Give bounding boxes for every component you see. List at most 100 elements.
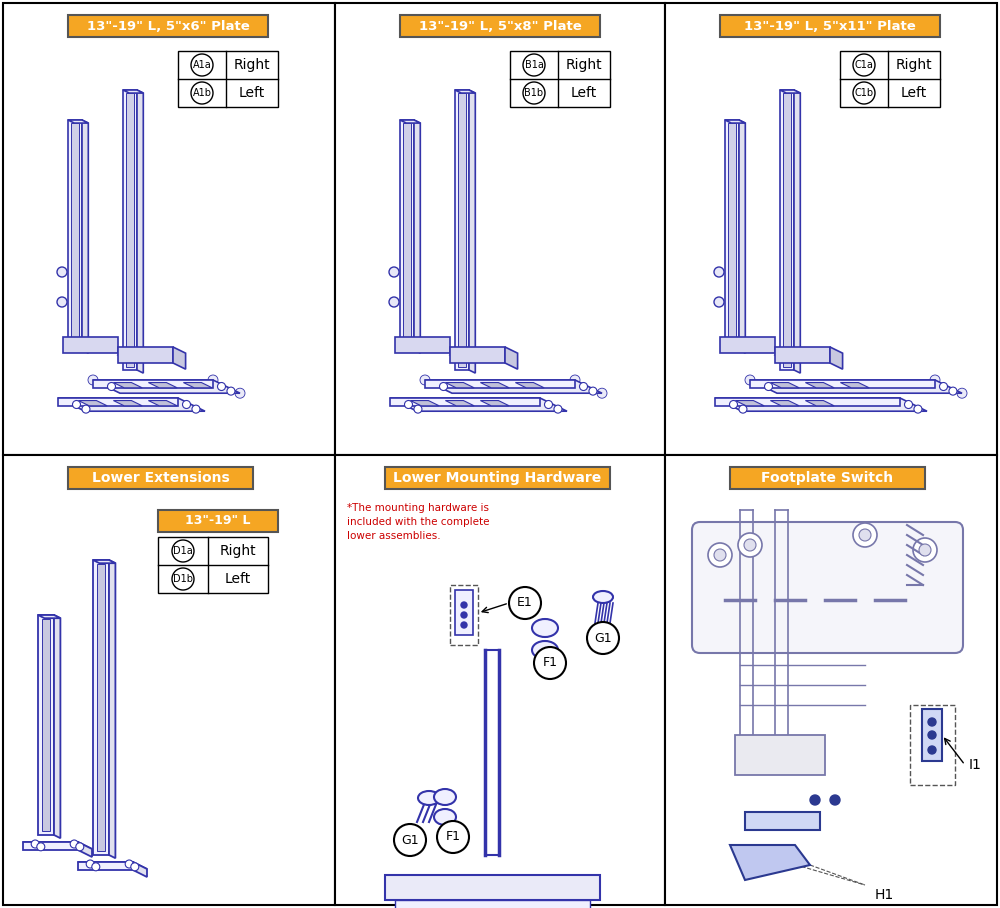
Polygon shape	[109, 560, 115, 858]
Circle shape	[404, 400, 413, 409]
Circle shape	[389, 297, 399, 307]
Circle shape	[810, 795, 820, 805]
Polygon shape	[720, 337, 775, 353]
Circle shape	[182, 400, 190, 409]
Polygon shape	[93, 380, 240, 393]
Polygon shape	[123, 90, 137, 370]
Circle shape	[82, 405, 90, 413]
Text: Left: Left	[239, 86, 265, 100]
Circle shape	[192, 405, 200, 413]
Text: G1: G1	[594, 631, 612, 645]
Circle shape	[57, 297, 67, 307]
Circle shape	[191, 54, 213, 76]
Bar	[450, 585, 478, 645]
Circle shape	[37, 843, 45, 851]
Circle shape	[191, 82, 213, 104]
Circle shape	[913, 538, 937, 562]
Bar	[3, 3, 335, 455]
Circle shape	[708, 543, 732, 567]
Polygon shape	[78, 862, 147, 869]
Polygon shape	[794, 90, 800, 373]
Polygon shape	[68, 120, 82, 350]
Text: Footplate Switch: Footplate Switch	[761, 471, 894, 485]
Text: Left: Left	[225, 572, 251, 586]
Polygon shape	[400, 120, 414, 350]
Circle shape	[919, 544, 931, 556]
Circle shape	[544, 400, 552, 409]
Polygon shape	[58, 398, 205, 411]
Circle shape	[714, 297, 724, 307]
Text: G1: G1	[401, 834, 419, 846]
Polygon shape	[425, 380, 602, 393]
Circle shape	[587, 622, 619, 654]
FancyBboxPatch shape	[692, 522, 963, 653]
Bar	[510, 51, 610, 107]
Polygon shape	[113, 400, 142, 406]
Circle shape	[92, 863, 100, 871]
Ellipse shape	[532, 641, 558, 659]
Polygon shape	[63, 337, 118, 353]
Circle shape	[830, 795, 840, 805]
Circle shape	[859, 529, 871, 541]
Circle shape	[461, 612, 467, 618]
FancyBboxPatch shape	[922, 709, 942, 761]
Polygon shape	[780, 90, 794, 370]
Polygon shape	[775, 347, 830, 363]
Circle shape	[131, 863, 139, 871]
Text: E1: E1	[517, 597, 533, 609]
Polygon shape	[780, 90, 800, 94]
Polygon shape	[469, 90, 475, 373]
Polygon shape	[113, 382, 142, 388]
Polygon shape	[735, 735, 825, 775]
Bar	[455, 590, 473, 635]
Circle shape	[914, 405, 922, 413]
Polygon shape	[133, 862, 147, 877]
Text: Left: Left	[901, 86, 927, 100]
Polygon shape	[750, 380, 962, 393]
Circle shape	[904, 400, 912, 409]
Circle shape	[108, 382, 116, 390]
Circle shape	[125, 860, 133, 868]
Circle shape	[930, 375, 940, 385]
Circle shape	[570, 375, 580, 385]
Circle shape	[928, 746, 936, 754]
Polygon shape	[480, 400, 509, 406]
Polygon shape	[770, 400, 799, 406]
Circle shape	[730, 400, 738, 409]
Circle shape	[745, 375, 755, 385]
Text: Left: Left	[571, 86, 597, 100]
Polygon shape	[78, 862, 133, 870]
Text: Right: Right	[896, 58, 932, 72]
Ellipse shape	[434, 789, 456, 805]
Bar	[335, 3, 665, 455]
Polygon shape	[82, 120, 88, 353]
Circle shape	[949, 387, 957, 395]
Bar	[3, 455, 335, 905]
Polygon shape	[123, 90, 143, 94]
Polygon shape	[390, 398, 567, 411]
Ellipse shape	[434, 809, 456, 825]
Polygon shape	[54, 615, 60, 838]
Text: 13"-19" L: 13"-19" L	[185, 515, 251, 528]
Circle shape	[172, 568, 194, 590]
Polygon shape	[730, 845, 810, 880]
Polygon shape	[414, 120, 420, 353]
Circle shape	[461, 622, 467, 628]
Bar	[335, 455, 665, 905]
Polygon shape	[840, 382, 869, 388]
Polygon shape	[445, 382, 474, 388]
Polygon shape	[715, 398, 900, 406]
Circle shape	[389, 267, 399, 277]
Circle shape	[523, 82, 545, 104]
Bar	[720, 15, 940, 37]
Polygon shape	[725, 120, 739, 350]
Ellipse shape	[593, 591, 613, 603]
Polygon shape	[725, 120, 745, 123]
Polygon shape	[23, 842, 78, 850]
Polygon shape	[390, 398, 540, 406]
Text: C1b: C1b	[854, 88, 874, 98]
Circle shape	[739, 405, 747, 413]
Circle shape	[227, 387, 235, 395]
Circle shape	[714, 267, 724, 277]
Circle shape	[509, 587, 541, 619]
